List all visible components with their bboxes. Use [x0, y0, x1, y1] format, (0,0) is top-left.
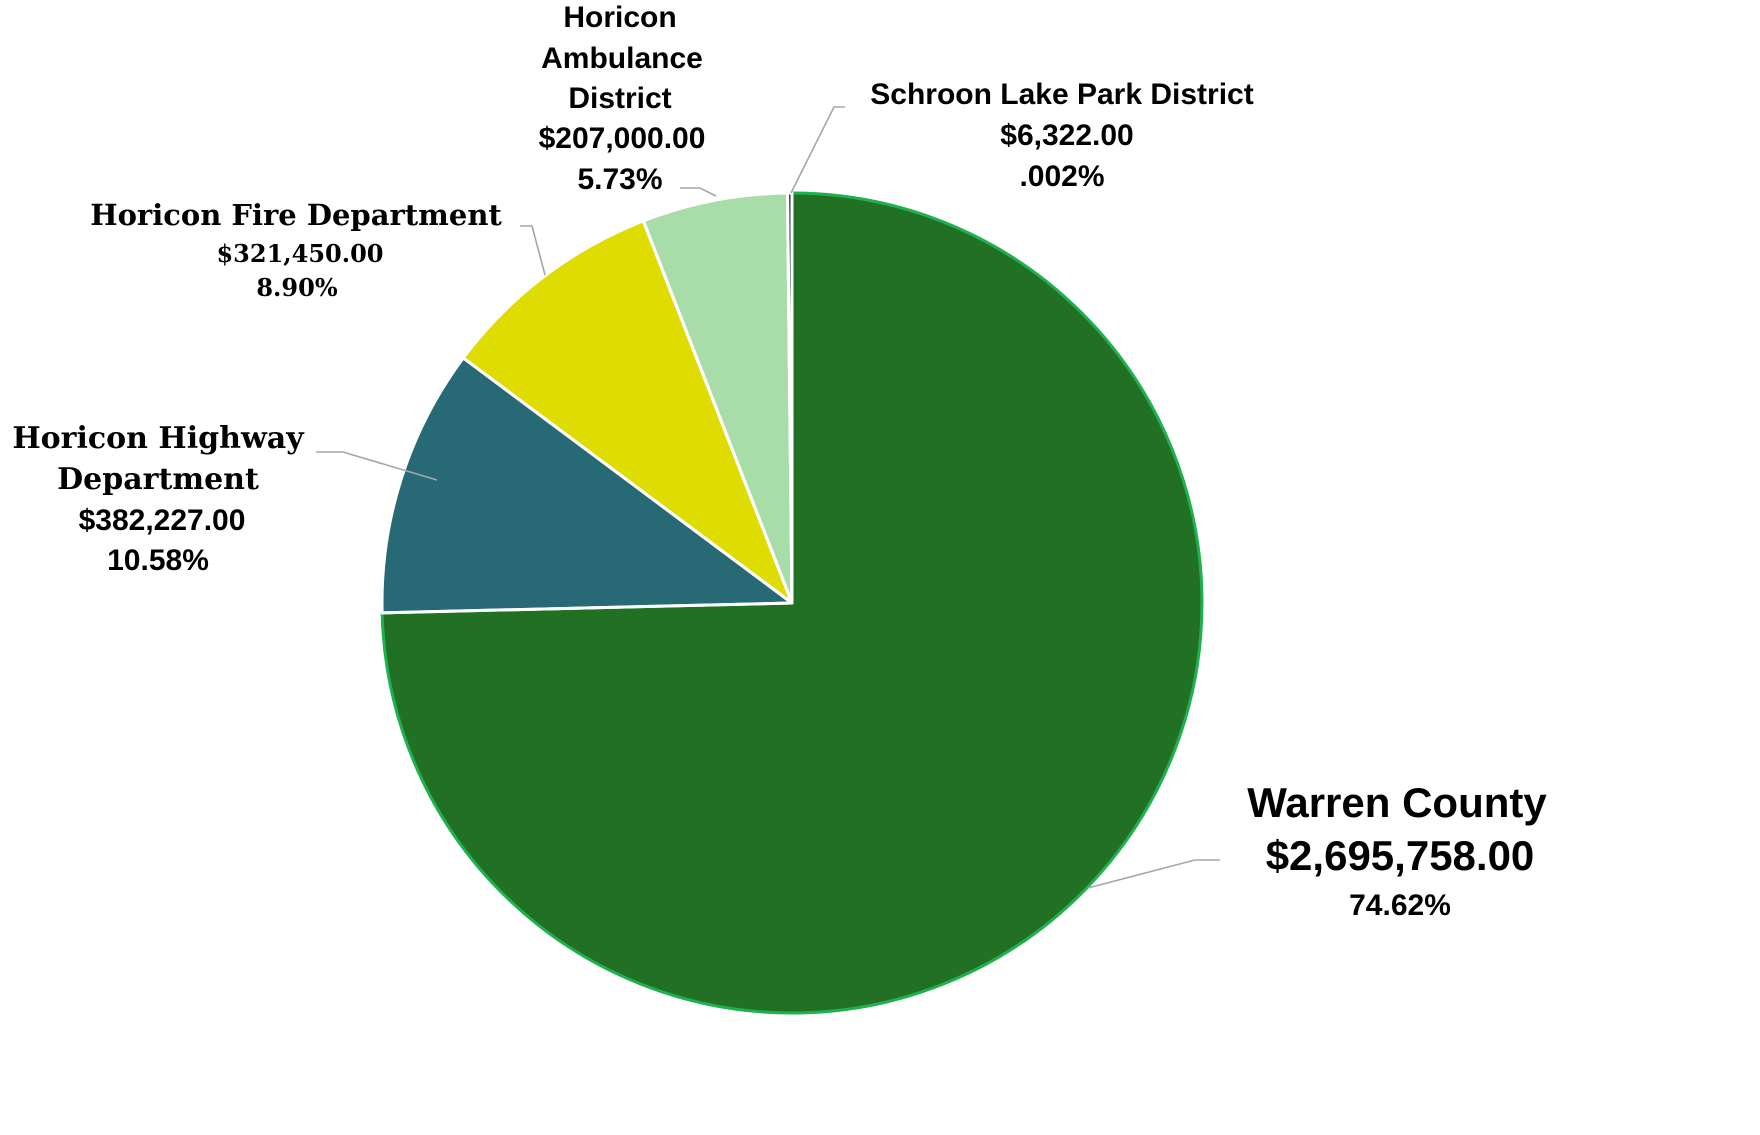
label-schroon-name: Schroon Lake Park District: [870, 78, 1253, 111]
label-warren-value: $2,695,758.00: [1266, 832, 1535, 879]
leader-line-fire: [520, 225, 546, 276]
label-ambulance-percent: 5.73%: [577, 163, 662, 196]
leader-line-schroon: [790, 106, 845, 194]
label-ambulance-name-line3: District: [568, 82, 671, 115]
pie-slice-horicon-ambulance: [641, 191, 794, 605]
label-schroon-value: $6,322.00: [1000, 119, 1133, 152]
pie-slice-horicon-highway: [380, 356, 794, 615]
label-ambulance-name-line2: Ambulance: [541, 42, 703, 75]
pie-slices: [380, 191, 1204, 1015]
label-highway-name-line1: Horicon Highway: [12, 421, 305, 456]
pie-slice-horicon-fire: [461, 219, 794, 605]
slice-separator: [641, 220, 794, 604]
label-warren-name: Warren County: [1247, 779, 1547, 826]
label-schroon-percent: .002%: [1019, 160, 1104, 193]
label-horicon-fire: Horicon Fire Department $321,450.00 8.90…: [90, 198, 502, 302]
leader-line-highway: [316, 451, 438, 481]
label-highway-percent: 10.58%: [107, 544, 209, 577]
slice-separator: [382, 601, 793, 615]
label-fire-value: $321,450.00: [216, 239, 383, 268]
label-highway-name-line2: Department: [57, 462, 259, 497]
label-schroon-lake: Schroon Lake Park District $6,322.00 .00…: [870, 78, 1253, 193]
label-ambulance-value: $207,000.00: [539, 122, 706, 155]
label-horicon-highway: Horicon Highway Department $382,227.00 1…: [12, 421, 305, 577]
label-fire-name: Horicon Fire Department: [90, 198, 502, 232]
leader-line-warren: [1087, 859, 1220, 889]
label-highway-value: $382,227.00: [79, 504, 246, 537]
label-horicon-ambulance: Horicon Ambulance District $207,000.00 5…: [539, 1, 706, 196]
label-fire-percent: 8.90%: [256, 273, 337, 302]
leader-line-ambulance: [680, 187, 717, 197]
label-ambulance-name-line1: Horicon: [563, 1, 676, 34]
slice-separator: [785, 193, 794, 604]
label-warren-percent: 74.62%: [1349, 889, 1451, 922]
slice-separator: [462, 356, 793, 605]
label-warren-county: Warren County $2,695,758.00 74.62%: [1247, 779, 1547, 922]
